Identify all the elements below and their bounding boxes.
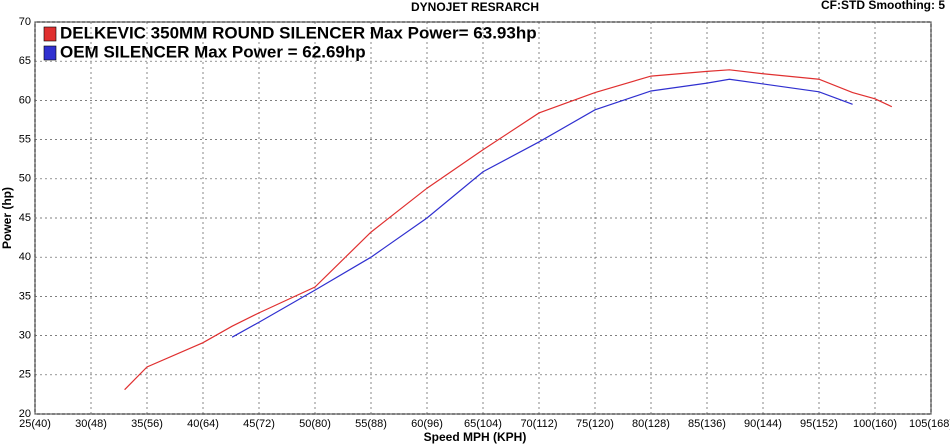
chart-subtitle: CF:STD Smoothing: 5 bbox=[821, 0, 945, 12]
legend-swatch bbox=[43, 45, 57, 61]
x-tick-label: 25(40) bbox=[19, 418, 51, 430]
x-tick-label: 35(56) bbox=[131, 418, 163, 430]
series-line bbox=[124, 69, 893, 391]
y-tick-label: 55 bbox=[19, 134, 31, 146]
series-line bbox=[231, 78, 853, 338]
x-tick-label: 90(144) bbox=[744, 418, 782, 430]
y-tick-label: 45 bbox=[19, 212, 31, 224]
y-tick-label: 70 bbox=[19, 16, 31, 28]
x-tick-label: 75(120) bbox=[576, 418, 614, 430]
legend-label: DELKEVIC 350MM ROUND SILENCER Max Power=… bbox=[60, 23, 537, 42]
x-tick-label: 85(136) bbox=[688, 418, 726, 430]
y-tick-label: 40 bbox=[19, 251, 31, 263]
x-tick-label: 45(72) bbox=[243, 418, 275, 430]
x-tick-label: 100(160) bbox=[853, 418, 897, 430]
x-tick-label: 60(96) bbox=[411, 418, 443, 430]
x-tick-label: 30(48) bbox=[75, 418, 107, 430]
y-tick-label: 65 bbox=[19, 55, 31, 67]
y-axis-label: Power (hp) bbox=[0, 187, 14, 249]
x-tick-label: 50(80) bbox=[299, 418, 331, 430]
x-tick-label: 95(152) bbox=[800, 418, 838, 430]
legend-swatch bbox=[43, 26, 57, 42]
y-tick-label: 20 bbox=[19, 408, 31, 420]
chart-title: DYNOJET RESRARCH bbox=[411, 0, 539, 14]
y-tick-label: 25 bbox=[19, 369, 31, 381]
x-axis-label: Speed MPH (KPH) bbox=[424, 430, 527, 444]
x-tick-label: 65(104) bbox=[464, 418, 502, 430]
x-tick-label: 55(88) bbox=[355, 418, 387, 430]
x-tick-label: 70(112) bbox=[520, 418, 557, 430]
y-tick-label: 60 bbox=[19, 94, 31, 106]
x-tick-label: 80(128) bbox=[632, 418, 670, 430]
x-tick-label: 105(168) bbox=[909, 418, 950, 430]
y-tick-label: 35 bbox=[19, 290, 31, 302]
y-tick-label: 30 bbox=[19, 330, 31, 342]
legend-label: OEM SILENCER Max Power = 62.69hp bbox=[60, 42, 366, 61]
x-tick-label: 40(64) bbox=[187, 418, 219, 430]
y-tick-label: 50 bbox=[19, 173, 31, 185]
